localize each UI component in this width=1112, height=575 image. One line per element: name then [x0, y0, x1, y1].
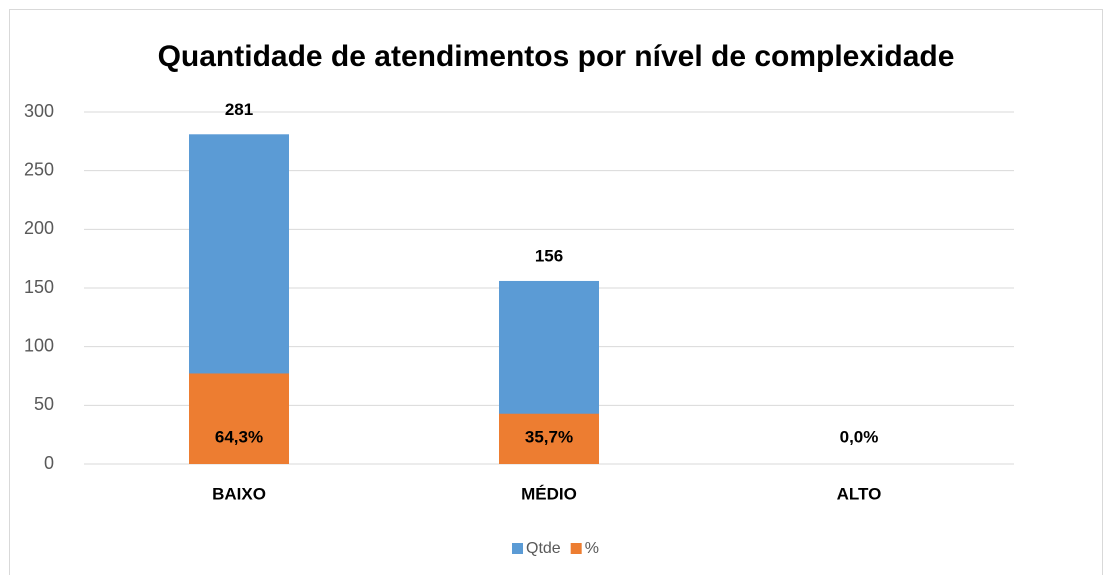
y-tick-label: 150: [24, 277, 54, 297]
x-tick-label: BAIXO: [212, 484, 266, 503]
y-tick-label: 300: [24, 101, 54, 121]
data-label: 0,0%: [840, 427, 879, 446]
y-tick-label: 250: [24, 159, 54, 179]
data-label: 281: [225, 100, 253, 119]
y-tick-label: 50: [34, 394, 54, 414]
data-label: 64,3%: [215, 427, 263, 446]
legend-swatch: [512, 543, 523, 554]
x-tick-label: MÉDIO: [521, 484, 577, 503]
data-label: 35,7%: [525, 427, 573, 446]
y-tick-label: 100: [24, 335, 54, 355]
y-tick-label: 200: [24, 218, 54, 238]
bar: [499, 413, 599, 464]
x-tick-label: ALTO: [837, 484, 882, 503]
legend-swatch: [570, 543, 582, 554]
data-label: 156: [535, 246, 563, 265]
bar: [189, 373, 289, 464]
y-tick-label: 0: [44, 453, 54, 473]
legend-label: %: [585, 540, 599, 557]
chart-title: Quantidade de atendimentos por nível de …: [158, 40, 955, 73]
legend-label: Qtde: [526, 540, 561, 557]
